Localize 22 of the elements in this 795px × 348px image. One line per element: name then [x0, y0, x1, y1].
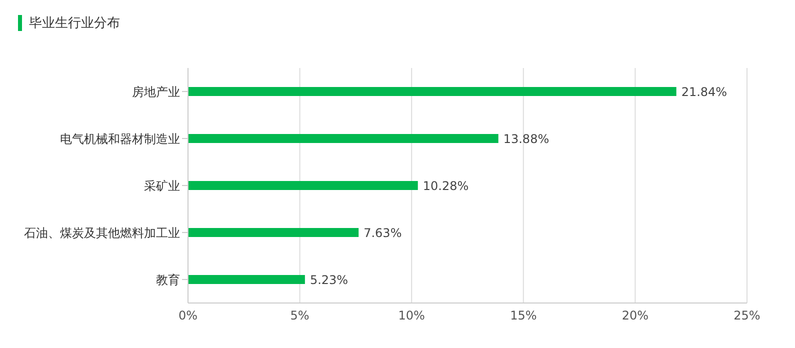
data-label: 21.84%: [681, 84, 728, 99]
bar: [188, 275, 305, 284]
x-tick-label: 20%: [622, 308, 649, 323]
y-tick-label: 教育: [156, 272, 180, 287]
data-label: 7.63%: [364, 226, 402, 240]
y-tick-label: 石油、煤炭及其他燃料加工业: [24, 226, 180, 240]
x-tick-label: 5%: [290, 308, 310, 323]
x-tick-label: 10%: [398, 308, 425, 323]
y-tick-label: 电气机械和器材制造业: [60, 132, 180, 146]
bar: [188, 134, 498, 143]
x-tick-label: 25%: [734, 308, 760, 323]
y-tick-label: 房地产业: [132, 84, 180, 99]
bar: [188, 181, 418, 190]
data-label: 5.23%: [310, 272, 348, 287]
bar: [188, 228, 359, 237]
data-label: 13.88%: [503, 132, 550, 146]
data-label: 10.28%: [422, 178, 469, 193]
x-tick-label: 15%: [510, 308, 537, 323]
text: 毕业生行业分布: [29, 15, 120, 32]
bar: [188, 87, 676, 96]
y-tick-label: 采矿业: [144, 178, 180, 193]
x-tick-label: 0%: [178, 308, 198, 323]
